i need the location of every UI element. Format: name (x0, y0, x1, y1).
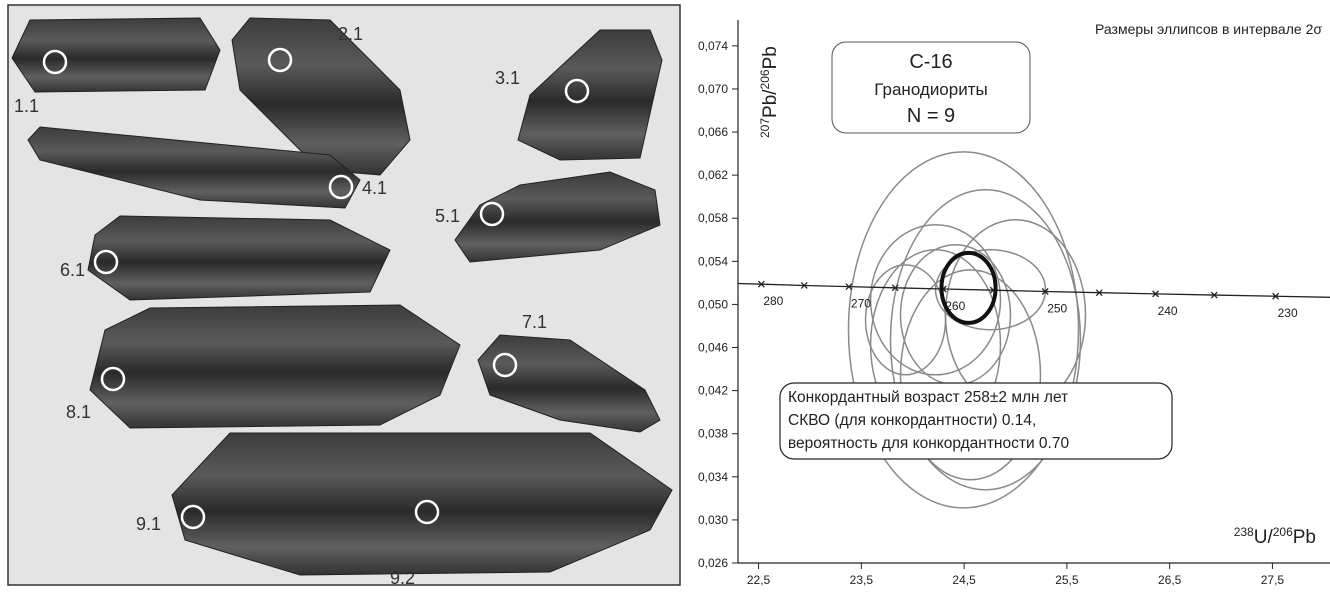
spot-label: 3.1 (495, 68, 520, 88)
y-tick-label: 0,042 (698, 384, 728, 398)
age-marker (1210, 291, 1218, 299)
y-tick-label: 0,054 (698, 254, 728, 268)
error-ellipse (864, 264, 947, 376)
age-label: 260 (945, 299, 965, 313)
annotation-box (779, 382, 1173, 460)
error-ellipse (934, 249, 1047, 331)
y-axis-title-part: 207 (758, 118, 772, 138)
sample-box (831, 41, 1031, 134)
age-label: 270 (851, 297, 871, 311)
error-ellipse (847, 151, 1080, 509)
age-marker (1152, 290, 1160, 298)
y-tick-label: 0,034 (698, 470, 728, 484)
y-tick-label: 0,046 (698, 341, 728, 355)
error-ellipse (899, 269, 1042, 481)
error-ellipse (889, 189, 1082, 491)
age-marker (1272, 292, 1280, 300)
y-tick-label: 0,050 (698, 297, 728, 311)
age-marker (800, 282, 808, 289)
y-tick-label: 0,026 (698, 556, 728, 570)
annotation: Конкордантный возраст 258±2 млн лет СКВО… (779, 382, 1173, 460)
x-tick-label: 23,5 (850, 573, 874, 587)
y-axis-title-part: 206 (758, 69, 772, 89)
x-tick-label: 25,5 (1055, 573, 1079, 587)
annotation-line: вероятность для конкордантности 0.70 (788, 435, 1069, 452)
error-ellipse (869, 224, 1002, 376)
y-axis-title-part: Pb/ (760, 89, 781, 118)
x-axis-title: 238U/206Pb (1234, 525, 1316, 548)
y-tick-label: 0,066 (698, 125, 728, 139)
y-tick-label: 0,074 (698, 39, 728, 53)
y-tick-label: 0,062 (698, 168, 728, 182)
concordant-age-ellipse (939, 250, 998, 325)
spot-label: 8.1 (66, 402, 91, 422)
concordia-extension (737, 282, 762, 285)
age-label: 230 (1278, 306, 1298, 320)
age-marker (757, 280, 765, 288)
annotation-line: Конкордантный возраст 258±2 млн лет (788, 389, 1068, 406)
y-axis-title: 207Pb/206Pb (758, 46, 781, 138)
y-tick-label: 0,030 (698, 513, 728, 527)
spot-label: 5.1 (435, 206, 460, 226)
age-marker (891, 284, 899, 292)
n-count: N = 9 (907, 105, 955, 127)
spot-label: 2.1 (338, 24, 363, 44)
concordia-chart: Размеры эллипсов в интервале 2σ С-16 Гра… (698, 20, 1330, 587)
concordia-curve (761, 283, 1276, 297)
spot-label: 6.1 (60, 260, 85, 280)
rock-name: Гранодиориты (874, 80, 987, 99)
x-tick-label: 24,5 (952, 573, 976, 587)
sample-name: С-16 (909, 51, 952, 73)
age-marker (845, 283, 853, 291)
x-axis-title-part: 206 (1273, 525, 1293, 539)
y-tick-label: 0,038 (698, 427, 728, 441)
age-label: 240 (1158, 304, 1178, 318)
spot-label: 7.1 (522, 312, 547, 332)
spot-label: 9.2 (390, 568, 415, 588)
plot-marks: 280 270 260 250 240 230 (737, 151, 1330, 509)
age-label: 280 (763, 294, 783, 308)
age-marker (1095, 289, 1103, 297)
y-axis-title-part: Pb (760, 46, 781, 69)
x-tick-label: 27,5 (1261, 573, 1285, 587)
zircon-image: 1.1 2.1 3.1 4.1 5.1 6.1 7.1 8.1 9.1 9.2 (7, 4, 681, 588)
age-marker (1041, 288, 1049, 295)
concordia-extension (1275, 295, 1330, 298)
x-tick-label: 26,5 (1158, 573, 1182, 587)
spot-label: 9.1 (136, 514, 161, 534)
x-axis-title-part: 238 (1234, 525, 1254, 539)
spot-label: 4.1 (362, 178, 387, 198)
y-tick-label: 0,070 (698, 82, 728, 96)
y-tick-label: 0,058 (698, 211, 728, 225)
annotation-line: СКВО (для конкордантности) 0.14, (788, 412, 1036, 429)
age-label: 250 (1047, 302, 1067, 316)
x-axis-title-part: Pb (1293, 527, 1316, 548)
subtitle: Размеры эллипсов в интервале 2σ (1095, 21, 1322, 37)
x-tick-label: 22,5 (747, 573, 771, 587)
spot-label: 1.1 (14, 96, 39, 116)
x-axis-title-part: U/ (1254, 527, 1274, 548)
